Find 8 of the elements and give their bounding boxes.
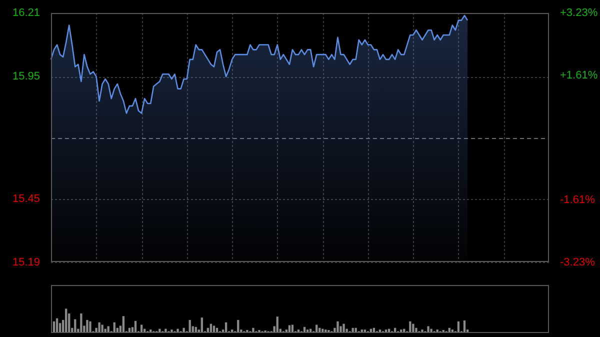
y-tick-label: 15.95: [12, 70, 40, 83]
y2-tick-label: -3.23%: [560, 256, 596, 268]
y-tick-label: 15.45: [12, 192, 40, 205]
y2-tick-label: +3.23%: [560, 7, 598, 20]
y-tick-label: 16.21: [12, 7, 40, 20]
y2-tick-label: -1.61%: [560, 194, 596, 206]
y-tick-label: 15.19: [12, 256, 40, 268]
y2-tick-label: +1.61%: [560, 70, 598, 82]
